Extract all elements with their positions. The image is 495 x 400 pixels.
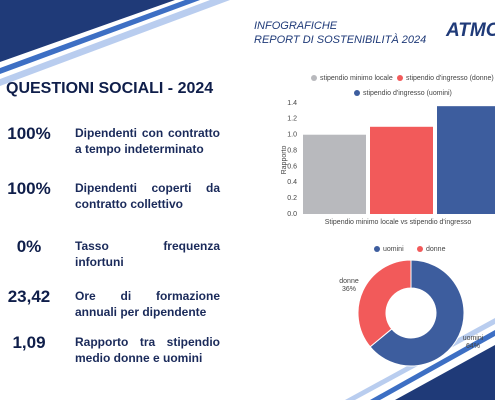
stat-value: 0% (16, 237, 42, 256)
y-tick-label: 0.2 (287, 195, 297, 202)
y-tick-label: 0.4 (287, 179, 297, 186)
legend-marker (417, 246, 423, 252)
stat-value: 100% (7, 179, 51, 198)
legend-label: stipendio minimo locale (320, 75, 393, 82)
stat-label: Dipendenti coperti da contratto colletti… (75, 181, 220, 211)
slice-value: 64% (466, 343, 480, 350)
y-tick-label: 1.0 (287, 132, 297, 139)
stat-label: Dipendenti con contratto a tempo indeter… (75, 126, 220, 156)
stat-value: 1,09 (12, 333, 46, 352)
legend-label: stipendio d'ingresso (donne) (406, 75, 494, 82)
legend-label: donne (426, 246, 446, 253)
stat-value: 100% (7, 124, 51, 143)
bar (370, 126, 433, 214)
pie-slice (369, 259, 465, 367)
x-axis-label: Stipendio minimo locale vs stipendio d'i… (325, 219, 472, 226)
y-tick-label: 0.8 (287, 147, 297, 154)
slice-label: donne (339, 278, 359, 285)
y-tick-label: 1.2 (287, 116, 297, 123)
y-tick-label: 1.4 (287, 100, 297, 107)
legend-marker (311, 75, 317, 81)
slice-value: 36% (342, 286, 356, 293)
stat-label: Tasso frequenza infortuni (75, 239, 220, 269)
kicker: INFOGRAFICHE (254, 20, 338, 32)
bar (437, 106, 495, 214)
logo: ATMO (446, 20, 495, 41)
legend-marker (354, 90, 360, 96)
stat-label: Rapporto tra stipendio medio donne e uom… (75, 335, 220, 365)
pie-slice (357, 259, 412, 348)
legend-label: stipendio d'ingresso (uomini) (363, 90, 452, 97)
slice-label: uomini (463, 335, 484, 342)
section-title: QUESTIONI SOCIALI - 2024 (6, 80, 214, 97)
y-tick-label: 0.0 (287, 211, 297, 218)
report-title: REPORT DI SOSTENIBILITÀ 2024 (254, 34, 427, 46)
legend-label: uomini (383, 246, 404, 253)
legend-marker (397, 75, 403, 81)
y-axis-label: Rapporto (281, 145, 288, 174)
legend-marker (374, 246, 380, 252)
stat-label: Ore di formazione annuali per dipendente (75, 289, 220, 319)
y-tick-label: 0.6 (287, 163, 297, 170)
stat-value: 23,42 (7, 287, 51, 306)
bar (303, 134, 366, 214)
